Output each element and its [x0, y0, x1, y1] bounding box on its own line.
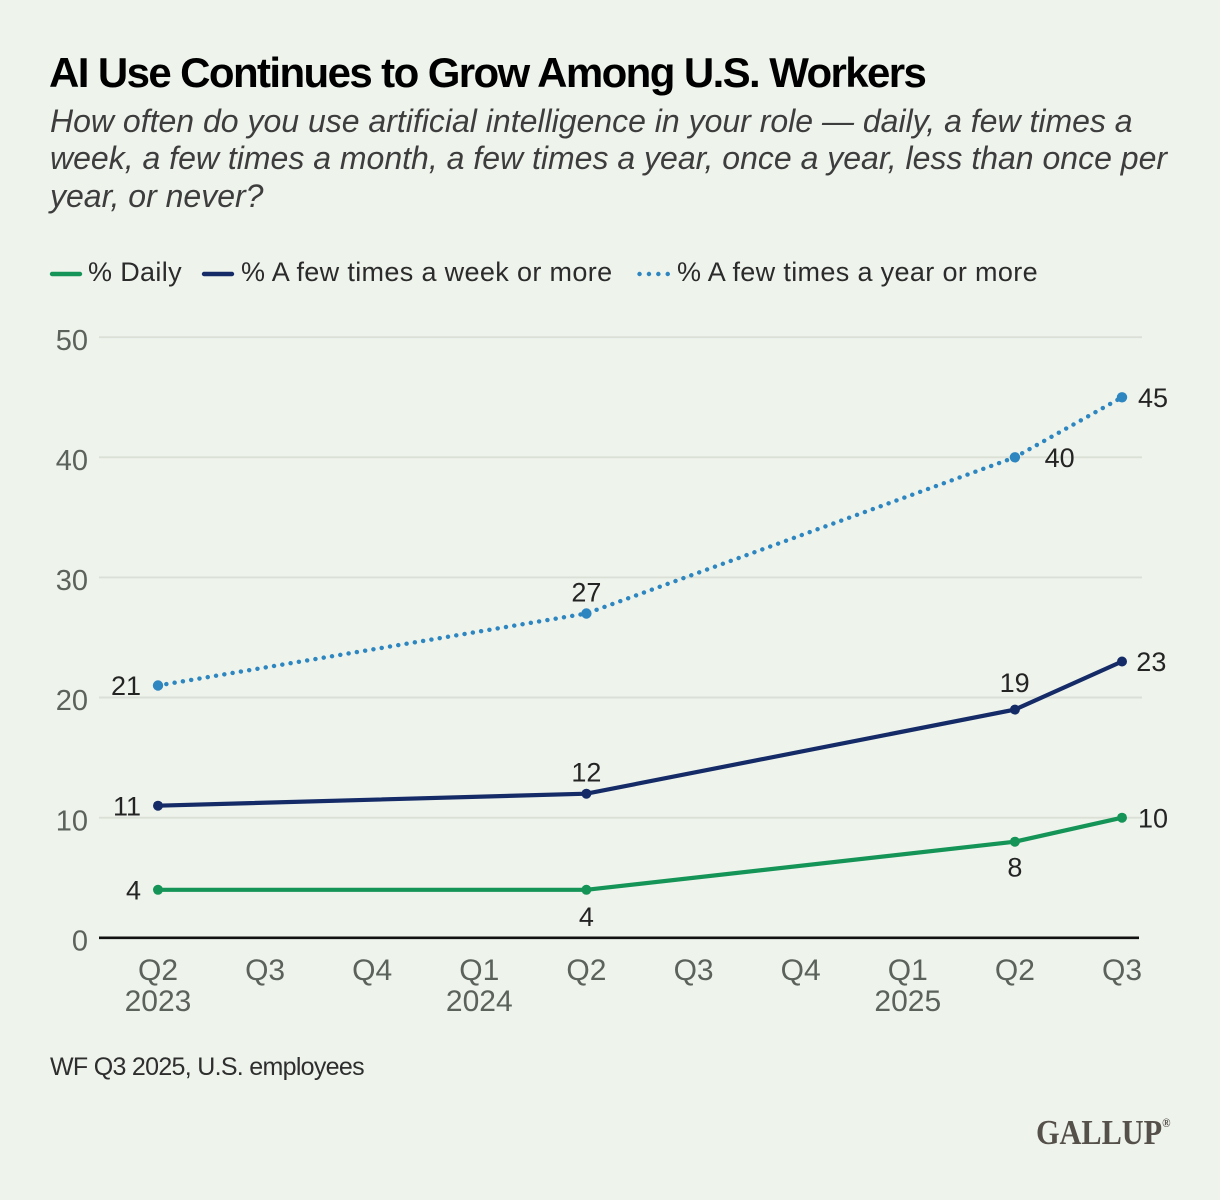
svg-text:2025: 2025 [874, 985, 941, 1018]
svg-text:10: 10 [56, 805, 88, 837]
svg-text:2024: 2024 [446, 985, 513, 1018]
svg-text:10: 10 [1138, 803, 1168, 833]
svg-text:Q2: Q2 [995, 954, 1035, 987]
svg-text:45: 45 [1138, 383, 1168, 413]
svg-text:40: 40 [56, 445, 88, 477]
svg-text:19: 19 [1000, 668, 1030, 698]
svg-text:0: 0 [72, 925, 88, 957]
svg-text:23: 23 [1136, 647, 1166, 677]
svg-text:20: 20 [56, 685, 88, 717]
svg-text:Q3: Q3 [674, 954, 714, 987]
svg-text:30: 30 [56, 565, 88, 597]
svg-text:Q2: Q2 [138, 954, 178, 987]
svg-text:2023: 2023 [125, 985, 192, 1018]
svg-text:4: 4 [126, 876, 141, 906]
svg-text:4: 4 [579, 902, 594, 932]
svg-text:21: 21 [111, 671, 141, 701]
svg-text:Q2: Q2 [566, 954, 606, 987]
svg-text:Q4: Q4 [781, 954, 821, 987]
svg-text:50: 50 [56, 325, 88, 357]
svg-text:40: 40 [1045, 443, 1075, 473]
svg-text:Q4: Q4 [352, 954, 392, 987]
svg-text:27: 27 [571, 578, 601, 608]
svg-text:Q3: Q3 [245, 954, 285, 987]
svg-text:8: 8 [1007, 853, 1022, 883]
svg-text:Q3: Q3 [1102, 954, 1142, 987]
svg-text:12: 12 [571, 757, 601, 787]
svg-text:11: 11 [113, 791, 141, 821]
svg-text:Q1: Q1 [459, 954, 499, 987]
svg-text:Q1: Q1 [888, 954, 928, 987]
